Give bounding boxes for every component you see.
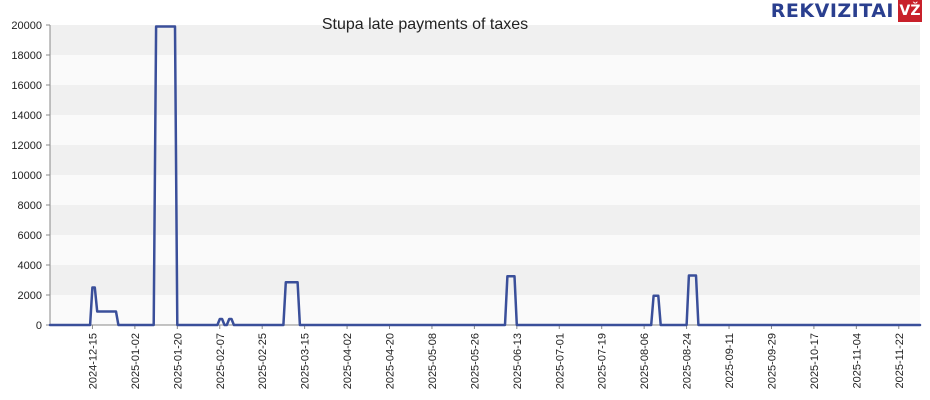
y-tick-label: 20000 [11, 20, 42, 32]
grid-band [50, 295, 920, 325]
x-tick-label: 2025-01-20 [172, 333, 184, 389]
x-tick-label: 2025-11-22 [894, 333, 906, 388]
grid-band [50, 145, 920, 175]
x-tick-label: 2025-03-15 [300, 333, 312, 389]
grid-band [50, 205, 920, 235]
series-layer [48, 25, 922, 327]
x-tick-label: 2025-05-08 [427, 333, 439, 389]
x-tick-label: 2025-04-20 [385, 333, 397, 389]
grid-bands [50, 25, 920, 325]
logo-badge: VŽ [898, 0, 922, 22]
x-tick-label: 2025-05-26 [469, 333, 481, 389]
grid-band [50, 235, 920, 265]
x-tick-label: 2025-04-02 [342, 333, 354, 389]
grid-band [50, 175, 920, 205]
y-tick-label: 8000 [18, 200, 42, 212]
grid-band [50, 55, 920, 85]
x-tick-label: 2025-02-07 [215, 333, 227, 389]
chart-title: Stupa late payments of taxes [322, 16, 528, 33]
x-tick-label: 2024-12-15 [87, 333, 99, 389]
x-tick-label: 2025-09-11 [724, 333, 736, 388]
grid-band [50, 85, 920, 115]
y-tick-label: 0 [36, 320, 42, 332]
x-tick-label: 2025-11-04 [851, 333, 863, 388]
y-tick-label: 18000 [11, 50, 42, 62]
rekvizitai-logo: REKVIZITAI VŽ [771, 0, 922, 22]
x-tick-label: 2025-09-29 [766, 333, 778, 389]
series-line [48, 25, 922, 327]
logo-brand: REKVIZITAI [770, 0, 894, 22]
x-tick-label: 2025-06-13 [512, 333, 524, 389]
x-tick-label: 2025-07-01 [554, 333, 566, 389]
x-tick-label: 2025-10-17 [809, 333, 821, 389]
y-tick-label: 12000 [11, 140, 42, 152]
y-tick-label: 6000 [18, 230, 42, 242]
x-tick-label: 2025-07-19 [597, 333, 609, 389]
y-tick-label: 16000 [11, 80, 42, 92]
y-tick-label: 10000 [11, 170, 42, 182]
grid-band [50, 265, 920, 295]
x-tick-label: 2025-08-24 [682, 333, 694, 389]
x-tick-label: 2025-08-06 [639, 333, 651, 389]
y-axis: 0 2000 4000 6000 8000 10000 12000 14000 16000 180… [11, 20, 51, 332]
grid-band [50, 25, 920, 55]
y-tick-label: 4000 [18, 260, 42, 272]
grid-band [50, 115, 920, 145]
y-tick-label: 14000 [11, 110, 42, 122]
x-axis: 2024-12-15 2025-01-02 2025-01-20 2025-02-07… [50, 324, 920, 389]
x-tick-label: 2025-02-25 [257, 333, 269, 389]
x-tick-label: 2025-01-02 [130, 333, 142, 389]
y-tick-label: 2000 [18, 290, 42, 302]
